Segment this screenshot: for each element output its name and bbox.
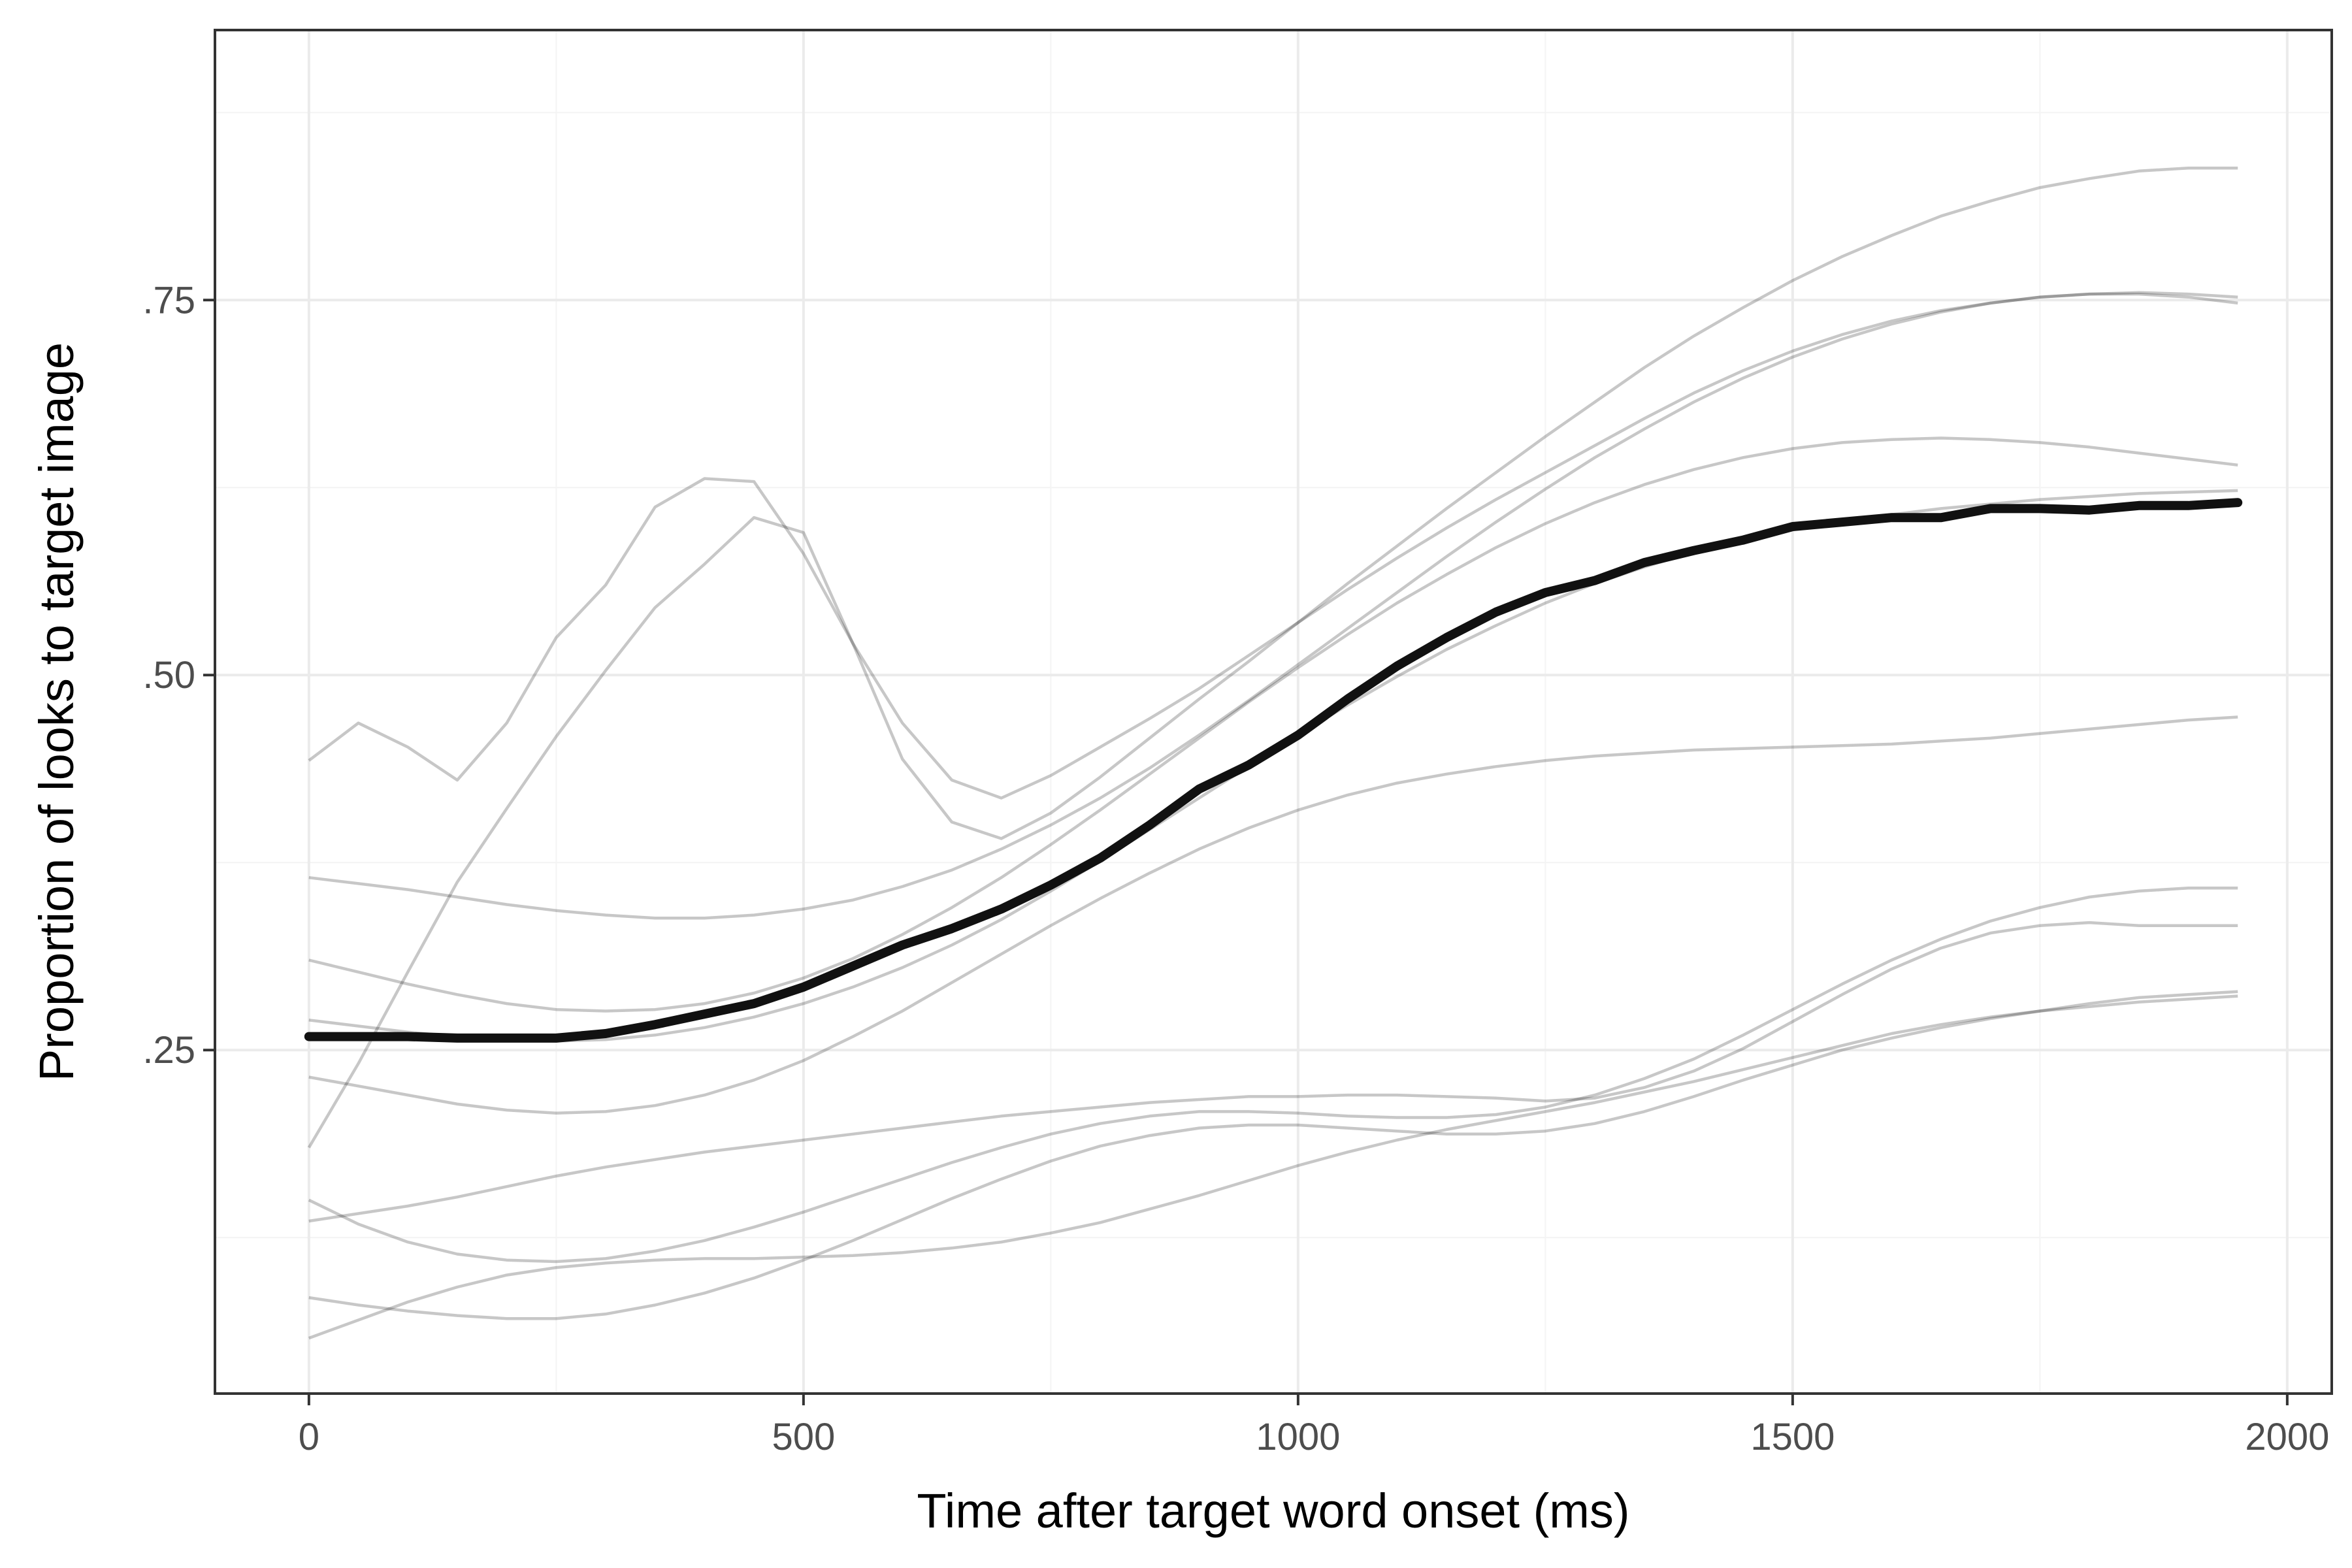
individual-series-line-4	[308, 990, 2238, 1320]
individual-series-line-8	[308, 436, 2238, 1013]
x-tick-label: 0	[299, 1416, 319, 1458]
x-tick-label: 500	[772, 1416, 835, 1458]
y-axis-title: Proportion of looks to target image	[29, 342, 84, 1081]
y-tick-label: .50	[142, 654, 195, 696]
mean-series-line	[304, 498, 2243, 1043]
x-tick-label: 1000	[1256, 1416, 1340, 1458]
panel-border	[214, 29, 2333, 1395]
major-gridlines	[215, 30, 2332, 1394]
individual-series-line-2	[307, 166, 2238, 1149]
x-tick-label: 1500	[1750, 1416, 1835, 1458]
x-axis: 0 500 1000 1500 2000	[299, 1394, 2329, 1458]
individual-series-line-6	[308, 887, 2238, 1264]
individual-series-line-1	[308, 292, 2238, 800]
x-axis-title: Time after target word onset (ms)	[917, 1484, 1629, 1538]
individual-series-line-3	[308, 921, 2238, 1223]
individual-series-line-5	[308, 994, 2238, 1340]
individual-series-line-9	[308, 291, 2238, 920]
minor-gridlines	[215, 30, 2332, 1394]
x-tick-label: 2000	[2245, 1416, 2329, 1458]
y-tick-label: .75	[142, 279, 195, 321]
y-tick-label: .25	[142, 1029, 195, 1071]
individual-series-line-7	[308, 715, 2238, 1115]
mean-series-group	[304, 498, 2243, 1043]
individual-series-group	[307, 166, 2238, 1340]
y-axis: .25 .50 .75	[142, 279, 215, 1071]
